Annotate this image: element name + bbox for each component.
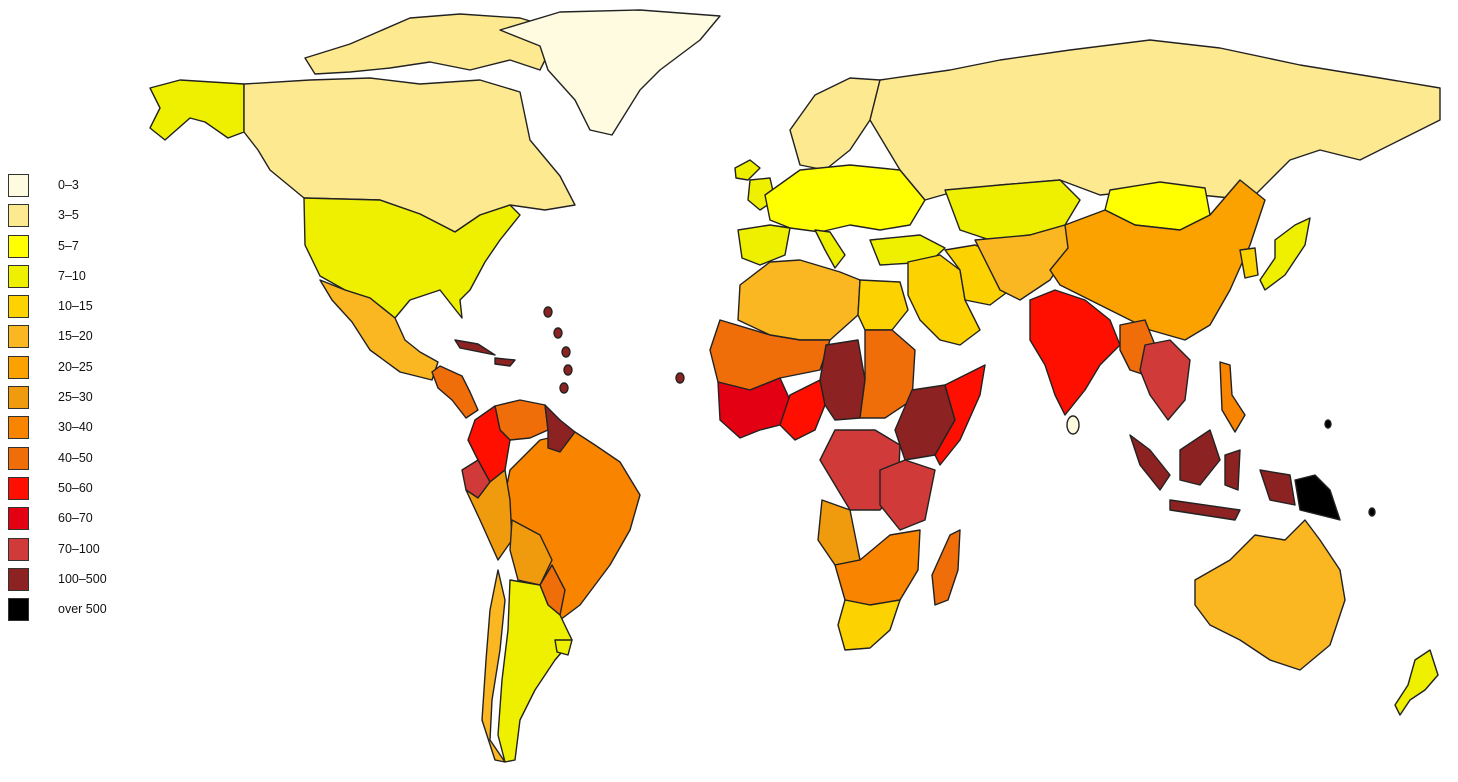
legend-swatch <box>8 234 29 258</box>
region-indonesia <box>1129 429 1296 521</box>
region-caribbean-dot <box>553 327 563 339</box>
region-caribbean-dot <box>561 346 571 358</box>
region-iceland <box>734 159 761 181</box>
region-philippines <box>1219 361 1246 433</box>
region-guyana <box>544 404 576 453</box>
legend-label: 40–50 <box>58 450 93 465</box>
region-caribbean <box>454 339 516 367</box>
region-indochina <box>1139 339 1191 421</box>
region-caribbean-dot <box>675 372 685 384</box>
region-mexico <box>319 279 439 381</box>
region-pacific-dot <box>1324 419 1332 429</box>
legend-label: 60–70 <box>58 511 93 526</box>
map-legend: 0–3 3–5 5–7 7–10 10–15 15–20 20–25 25–30… <box>8 174 148 628</box>
legend-item: 40–50 <box>8 446 148 477</box>
legend-label: 30–40 <box>58 420 93 435</box>
legend-item: 25–30 <box>8 386 148 416</box>
region-peru <box>465 469 513 561</box>
region-china <box>1049 179 1266 341</box>
legend-swatch <box>8 476 29 500</box>
region-central-america <box>431 365 479 419</box>
legend-swatch <box>8 567 29 591</box>
legend-swatch <box>8 264 29 288</box>
legend-label: 5–7 <box>58 238 79 253</box>
region-italy <box>814 229 846 269</box>
region-scandinavia <box>789 77 881 171</box>
legend-swatch <box>8 174 29 197</box>
region-russia <box>869 39 1441 201</box>
legend-label: 15–20 <box>58 329 93 344</box>
region-pacific-dot <box>1368 507 1376 517</box>
region-nigeria <box>779 379 826 441</box>
region-south-africa <box>837 599 901 651</box>
region-alaska <box>149 79 245 141</box>
region-australia <box>1194 519 1346 671</box>
legend-swatch <box>8 507 29 531</box>
legend-item: 70–100 <box>8 537 148 568</box>
region-india <box>1029 289 1121 416</box>
legend-swatch <box>8 416 29 440</box>
region-papua-new-guinea <box>1294 474 1341 521</box>
region-greenland <box>499 9 721 136</box>
region-sahel <box>709 319 831 391</box>
region-sudan <box>859 329 916 419</box>
legend-label: over 500 <box>58 602 107 617</box>
legend-swatch <box>8 355 29 379</box>
legend-label: 10–15 <box>58 299 93 314</box>
legend-item: 15–20 <box>8 325 148 355</box>
region-uruguay <box>554 639 573 656</box>
region-tanzania <box>879 459 936 531</box>
region-western-europe <box>764 164 926 233</box>
legend-swatch <box>8 325 29 349</box>
region-caribbean-dot <box>563 364 573 376</box>
legend-swatch <box>8 204 29 228</box>
region-argentina <box>497 579 573 763</box>
region-canada <box>243 77 576 233</box>
legend-item: 50–60 <box>8 476 148 507</box>
legend-item: 10–15 <box>8 295 148 325</box>
legend-item: 60–70 <box>8 507 148 537</box>
region-sri-lanka <box>1066 415 1080 435</box>
legend-label: 25–30 <box>58 390 93 405</box>
legend-item: 0–3 <box>8 174 148 204</box>
legend-swatch <box>8 386 29 410</box>
legend-item: 100–500 <box>8 567 148 598</box>
legend-label: 50–60 <box>58 480 93 495</box>
region-middle-east <box>907 254 981 346</box>
region-egypt <box>857 279 909 331</box>
region-caribbean-dot <box>543 306 553 318</box>
region-somalia <box>934 364 986 466</box>
region-north-africa <box>737 259 861 341</box>
region-caribbean-dot <box>559 382 569 394</box>
legend-item: 30–40 <box>8 416 148 446</box>
region-korea <box>1239 247 1259 279</box>
legend-label: 100–500 <box>58 571 107 586</box>
legend-item: 5–7 <box>8 234 148 265</box>
legend-label: 3–5 <box>58 208 79 223</box>
region-japan <box>1259 217 1311 291</box>
region-madagascar <box>931 529 961 606</box>
legend-swatch <box>8 295 29 319</box>
region-iberia <box>737 224 791 266</box>
legend-label: 70–100 <box>58 541 100 556</box>
legend-item: 3–5 <box>8 204 148 234</box>
legend-swatch <box>8 598 29 622</box>
region-chad <box>819 339 866 421</box>
legend-swatch <box>8 446 29 470</box>
region-new-zealand <box>1394 649 1439 716</box>
legend-label: 0–3 <box>58 178 79 192</box>
legend-item: over 500 <box>8 598 148 628</box>
legend-swatch <box>8 537 29 561</box>
region-arctic-islands <box>304 13 561 75</box>
legend-label: 20–25 <box>58 359 93 374</box>
legend-item: 20–25 <box>8 355 148 386</box>
legend-label: 7–10 <box>58 268 86 283</box>
legend-item: 7–10 <box>8 264 148 295</box>
